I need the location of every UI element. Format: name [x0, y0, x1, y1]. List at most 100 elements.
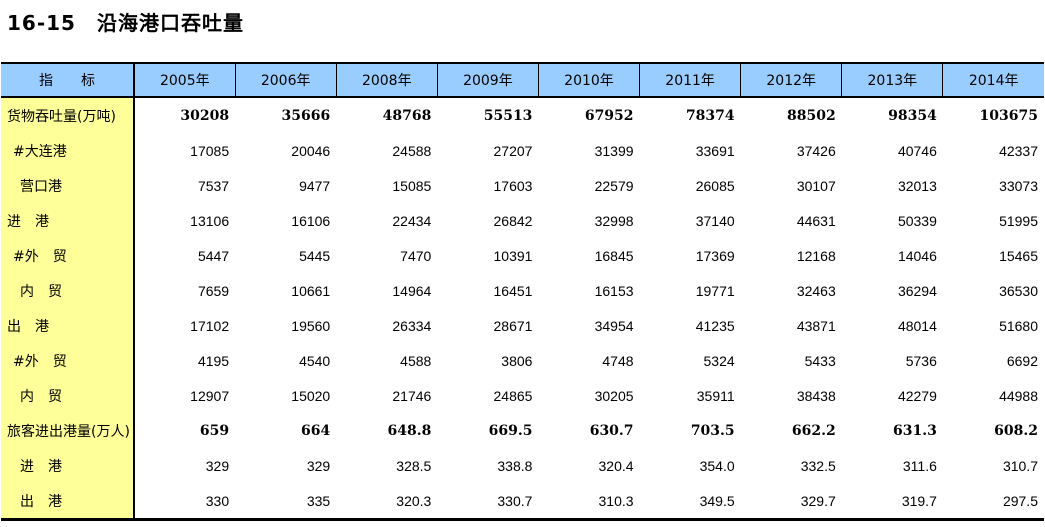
data-cell: 12168 [796, 247, 836, 264]
row-label: 出 港 [1, 308, 135, 343]
data-cell: 319.7 [901, 492, 937, 509]
table-row: 营口港 7537 9477 15085 17603 22579 26085 30107 3201… [1, 168, 1044, 203]
data-cell: 19560 [291, 317, 331, 334]
data-cell: 44631 [796, 212, 836, 229]
data-cell: 38438 [796, 387, 836, 404]
data-cell: 17603 [493, 177, 533, 194]
data-cell: 330.7 [497, 492, 533, 509]
data-cell: 48768 [382, 107, 432, 124]
table-row: 旅客进出港量(万人) 659 664 648.8 669.5 630.7 703.5 662.… [1, 413, 1044, 448]
data-cell: 55513 [483, 107, 533, 124]
row-label: #大连港 [1, 133, 135, 168]
data-cell: 354.0 [699, 457, 735, 474]
data-cell: 5445 [299, 247, 331, 264]
data-cell: 48014 [897, 317, 937, 334]
row-label: 内 贸 [1, 378, 135, 413]
data-cell: 28671 [493, 317, 533, 334]
year-header: 2011年 [639, 63, 741, 98]
data-cell: 4588 [400, 352, 432, 369]
data-cell: 27207 [493, 142, 533, 159]
data-cell: 14964 [392, 282, 432, 299]
data-cell: 648.8 [387, 422, 432, 439]
data-cell: 3806 [501, 352, 533, 369]
year-header: 2005年 [133, 63, 236, 98]
data-cell: 36294 [897, 282, 937, 299]
data-cell: 662.2 [791, 422, 836, 439]
data-cell: 5433 [804, 352, 836, 369]
table-row: 内 贸 12907 15020 21746 24865 30205 35911 38438 42… [1, 378, 1044, 413]
data-cell: 26842 [493, 212, 533, 229]
data-cell: 9477 [299, 177, 331, 194]
table-row: #外 贸 4195 4540 4588 3806 4748 5324 5433 5736 6692 [1, 343, 1044, 378]
row-label: 货物吞吐量(万吨) [1, 97, 135, 133]
data-cell: 338.8 [497, 457, 533, 474]
data-cell: 310.3 [598, 492, 634, 509]
data-cell: 41235 [695, 317, 735, 334]
year-header: 2014年 [942, 63, 1044, 98]
data-cell: 7659 [197, 282, 230, 299]
data-cell: 608.2 [994, 422, 1038, 439]
year-header: 2012年 [740, 63, 842, 98]
row-label: 进 港 [1, 203, 135, 238]
data-cell: 5447 [197, 247, 230, 264]
throughput-table: 指 标 2005年 2006年 2008年 2009年 2010年 2011年 2012年 2… [1, 62, 1044, 521]
data-cell: 24865 [493, 387, 533, 404]
data-cell: 320.4 [598, 457, 634, 474]
data-cell: 14046 [897, 247, 937, 264]
data-cell: 4748 [602, 352, 634, 369]
data-cell: 35666 [281, 107, 331, 124]
year-header: 2013年 [841, 63, 943, 98]
data-cell: 37140 [695, 212, 735, 229]
page-title: 16-15 沿海港口吞吐量 [7, 11, 244, 35]
data-cell: 631.3 [893, 422, 937, 439]
year-header: 2010年 [537, 63, 640, 98]
indicator-header: 指 标 [1, 63, 135, 98]
data-cell: 4195 [197, 352, 230, 369]
data-cell: 44988 [999, 387, 1038, 404]
row-label: #外 贸 [1, 343, 135, 378]
row-label: #外 贸 [1, 238, 135, 273]
data-cell: 311.6 [902, 457, 937, 474]
year-header: 2008年 [335, 63, 438, 98]
table-row: 出 港 17102 19560 26334 28671 34954 41235 43871 48… [1, 308, 1044, 343]
data-cell: 297.5 [1002, 492, 1038, 509]
data-cell: 17369 [695, 247, 735, 264]
data-cell: 26334 [392, 317, 432, 334]
data-cell: 329 [205, 457, 230, 474]
table-row: 进 港 329 329 328.5 338.8 320.4 354.0 332.5 311.6 3… [1, 448, 1044, 483]
data-cell: 22579 [594, 177, 634, 194]
table-row: #大连港 17085 20046 24588 27207 31399 33691 37426 4… [1, 133, 1044, 168]
data-cell: 22434 [392, 212, 432, 229]
table-row: 货物吞吐量(万吨) 30208 35666 48768 55513 67952 78374 8… [1, 97, 1044, 133]
data-cell: 16153 [594, 282, 634, 299]
data-cell: 35911 [696, 387, 735, 404]
data-cell: 4540 [299, 352, 331, 369]
year-header: 2006年 [234, 63, 337, 98]
data-cell: 32013 [897, 177, 937, 194]
data-cell: 42279 [897, 387, 937, 404]
data-cell: 51680 [999, 317, 1038, 334]
data-cell: 10391 [493, 247, 533, 264]
data-cell: 329.7 [800, 492, 836, 509]
data-cell: 15020 [291, 387, 331, 404]
data-cell: 36530 [999, 282, 1038, 299]
data-cell: 669.5 [488, 422, 533, 439]
data-cell: 50339 [897, 212, 937, 229]
data-cell: 630.7 [589, 422, 634, 439]
data-cell: 12907 [190, 387, 230, 404]
data-cell: 17085 [190, 142, 230, 159]
data-cell: 78374 [685, 107, 735, 124]
table-row: 内 贸 7659 10661 14964 16451 16153 19771 32463 362… [1, 273, 1044, 308]
data-cell: 30107 [796, 177, 836, 194]
data-cell: 5324 [703, 352, 735, 369]
data-cell: 67952 [584, 107, 634, 124]
data-cell: 16845 [594, 247, 634, 264]
table-row: 进 港 13106 16106 22434 26842 32998 37140 44631 50… [1, 203, 1044, 238]
data-cell: 98354 [888, 107, 937, 124]
table-row: 出 港 330 335 320.3 330.7 310.3 349.5 329.7 319.7 2… [1, 483, 1044, 520]
data-cell: 43871 [796, 317, 836, 334]
data-cell: 16451 [493, 282, 533, 299]
data-cell: 328.5 [396, 457, 432, 474]
data-cell: 6692 [1006, 352, 1038, 369]
